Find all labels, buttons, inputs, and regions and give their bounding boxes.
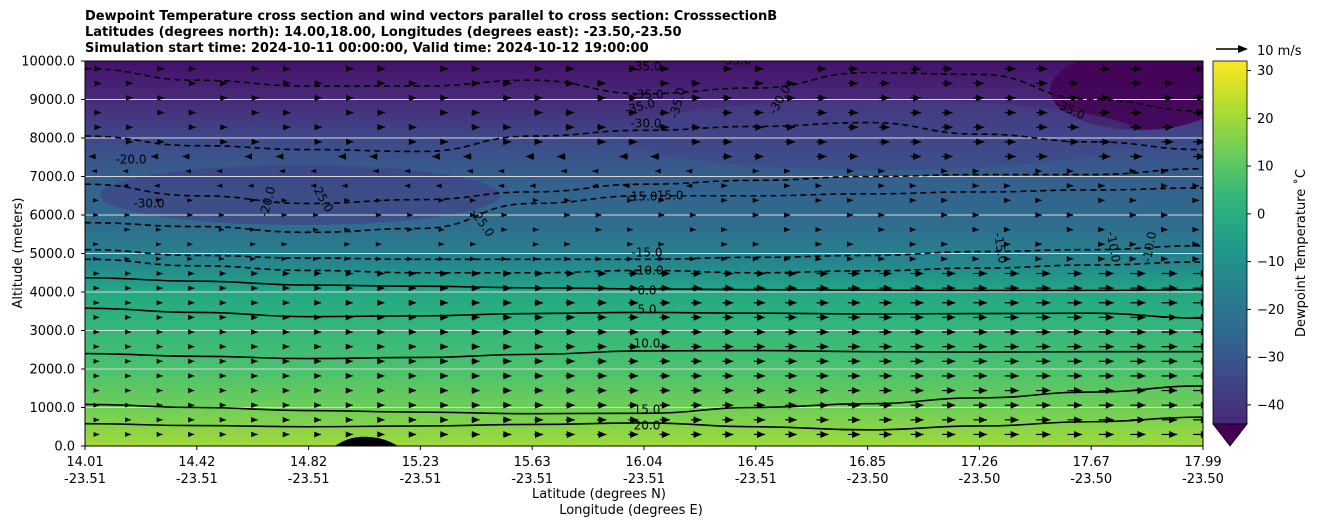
colorbar-tick-label: 10 bbox=[1257, 160, 1274, 175]
colorbar-tick-label: −20 bbox=[1257, 303, 1284, 318]
x-tick-label-lon: -23.50 bbox=[958, 472, 1000, 487]
x-axis-label-longitude: Longitude (degrees E) bbox=[559, 503, 703, 518]
x-tick-label-lon: -23.50 bbox=[1070, 472, 1112, 487]
x-tick-label-lat: 16.04 bbox=[625, 455, 662, 470]
y-tick-label: 3000.0 bbox=[30, 324, 76, 339]
chart-title-line-1: Dewpoint Temperature cross section and w… bbox=[85, 9, 778, 24]
wind-key: 10 m/s bbox=[1216, 44, 1302, 59]
y-tick-label: 0.0 bbox=[54, 440, 75, 455]
dry-layer-mid bbox=[100, 165, 500, 225]
colorbar-tick-label: 20 bbox=[1257, 112, 1274, 127]
y-axis-label: Altitude (meters) bbox=[11, 198, 26, 309]
contour-label: 5.0 bbox=[637, 303, 656, 317]
colorbar bbox=[1212, 60, 1248, 425]
x-tick-label-lon: -23.51 bbox=[511, 472, 553, 487]
colorbar-tick-label: 30 bbox=[1257, 64, 1274, 79]
contour-label: -20.0 bbox=[115, 153, 146, 167]
y-tick-label: 9000.0 bbox=[30, 93, 76, 108]
contour-label: -10.0 bbox=[1140, 230, 1159, 263]
x-axis: 14.01 -23.51 14.42 -23.51 14.82 -23.51 15.23 -2… bbox=[64, 446, 1224, 487]
chart-title-line-3: Simulation start time: 2024-10-11 00:00:… bbox=[85, 41, 649, 56]
contour-label: 20.0 bbox=[634, 419, 661, 433]
x-tick-label-lon: -23.51 bbox=[176, 472, 218, 487]
contour-label: -15.0 bbox=[626, 190, 657, 204]
contour-solid bbox=[85, 385, 1203, 415]
dry-core-upper-right bbox=[1050, 61, 1203, 130]
contour-label: 15.0 bbox=[634, 403, 661, 417]
x-tick-label-lon: -23.51 bbox=[399, 472, 441, 487]
x-tick-label-lon: -23.51 bbox=[288, 472, 330, 487]
y-tick-label: 2000.0 bbox=[30, 363, 76, 378]
x-axis-label-latitude: Latitude (degrees N) bbox=[532, 487, 666, 502]
contour-dashed bbox=[85, 168, 1203, 205]
x-tick-label-lon: -23.51 bbox=[735, 472, 777, 487]
contour-label: -10.0 bbox=[632, 264, 663, 278]
y-tick-label: 1000.0 bbox=[30, 401, 76, 416]
contour-dashed bbox=[85, 245, 1203, 261]
x-tick-label-lon: -23.51 bbox=[64, 472, 106, 487]
y-tick-label: 5000.0 bbox=[30, 247, 76, 262]
x-tick-label-lat: 15.23 bbox=[402, 455, 439, 470]
contour-dashed bbox=[85, 67, 1203, 112]
x-tick-label-lat: 15.63 bbox=[514, 455, 551, 470]
contour-solid bbox=[85, 416, 1203, 431]
y-tick-label: 4000.0 bbox=[30, 286, 76, 301]
x-tick-label-lon: -23.50 bbox=[847, 472, 889, 487]
y-tick-label: 10000.0 bbox=[21, 55, 75, 70]
contour-label: 10.0 bbox=[634, 337, 661, 351]
dry-layer-upper bbox=[620, 100, 1140, 170]
x-tick-label-lat: 14.01 bbox=[66, 455, 103, 470]
contour-label: -30.0 bbox=[630, 117, 661, 131]
x-tick-label-lon: -23.50 bbox=[1182, 472, 1224, 487]
x-tick-label-lat: 14.82 bbox=[290, 455, 327, 470]
x-tick-label-lat: 16.45 bbox=[737, 455, 774, 470]
y-tick-label: 8000.0 bbox=[30, 132, 76, 147]
contour-label: -30.0 bbox=[133, 197, 164, 211]
x-tick-label-lat: 14.42 bbox=[178, 455, 215, 470]
y-axis: 0.0 1000.0 2000.0 3000.0 4000.0 5000.0 6000.0 7… bbox=[21, 55, 85, 455]
colorbar-tick-label: −10 bbox=[1257, 255, 1284, 270]
terrain bbox=[335, 436, 398, 446]
contour-label: -15.0 bbox=[991, 231, 1010, 264]
contour-label: -35.0 bbox=[630, 60, 661, 74]
x-tick-label-lat: 17.26 bbox=[961, 455, 998, 470]
chart-title-line-2: Latitudes (degrees north): 14.00,18.00, … bbox=[85, 25, 682, 40]
contour-label: -10.0 bbox=[1104, 230, 1123, 263]
colorbar-tick-label: −30 bbox=[1257, 351, 1284, 366]
colorbar-extend-triangle bbox=[1212, 423, 1248, 447]
contour-label: -35.0 bbox=[632, 88, 663, 102]
x-tick-label-lon: -23.51 bbox=[623, 472, 665, 487]
contour-label: -15.0 bbox=[652, 189, 683, 203]
colorbar-tick-label: −40 bbox=[1257, 398, 1284, 413]
contour-dashed bbox=[85, 187, 1203, 234]
contour-dashed bbox=[85, 258, 1203, 274]
contour-solid bbox=[85, 349, 1203, 360]
contour-solid bbox=[85, 307, 1203, 319]
contour-dashed bbox=[85, 121, 1203, 153]
contour-label: 0.0 bbox=[637, 284, 656, 298]
x-tick-label-lat: 17.99 bbox=[1184, 455, 1221, 470]
colorbar-label: Dewpoint Temperature ˚C bbox=[1293, 169, 1309, 337]
contour-label: -15.0 bbox=[631, 246, 662, 260]
contour-label: -35.0 bbox=[720, 54, 751, 68]
y-tick-label: 7000.0 bbox=[30, 170, 76, 185]
colorbar-ticks: 30 20 10 0 −10 −20 −30 −40 bbox=[1247, 64, 1284, 413]
contour-solid bbox=[85, 276, 1203, 292]
colorbar-tick-label: 0 bbox=[1257, 207, 1265, 222]
wind-key-label: 10 m/s bbox=[1257, 44, 1302, 59]
y-tick-label: 6000.0 bbox=[30, 209, 76, 224]
x-tick-label-lat: 17.67 bbox=[1073, 455, 1110, 470]
x-tick-label-lat: 16.85 bbox=[849, 455, 886, 470]
